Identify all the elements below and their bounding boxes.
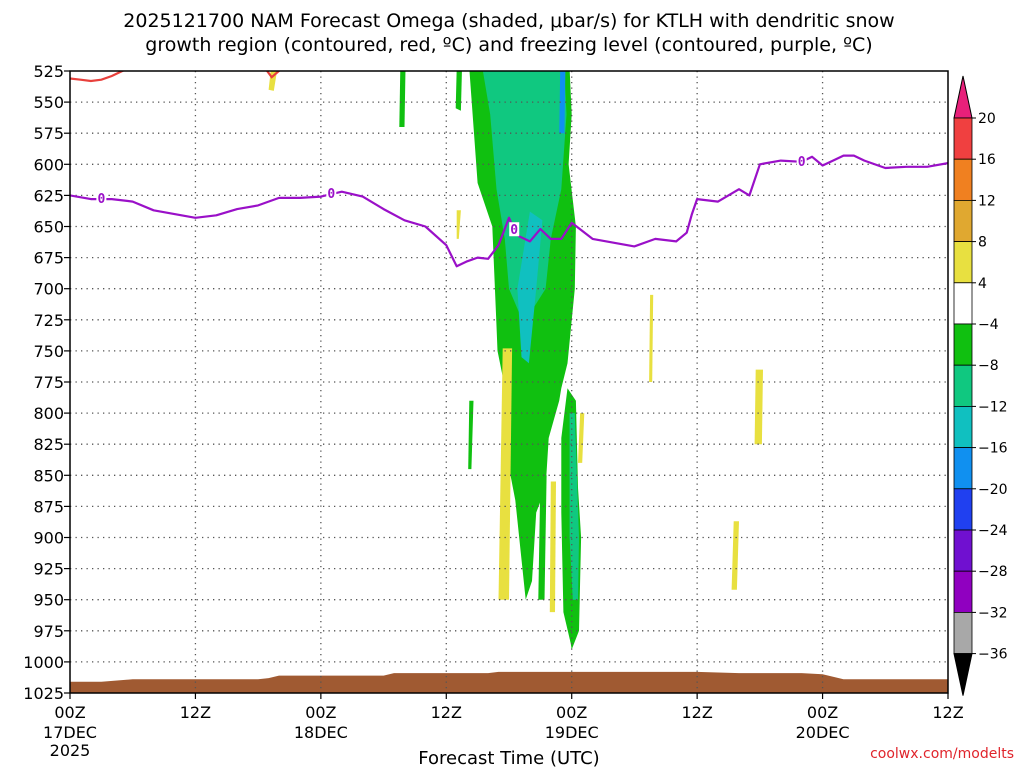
credit-text: coolwx.com/modelts — [870, 746, 1014, 762]
colorbar: 20 16 12 8 4 −4 −8 −12 −16 −20 −24 −28 −32 −36 — [953, 75, 1008, 696]
y-tick-label-1025: 1025 — [23, 684, 64, 703]
omega-region-12 — [498, 348, 513, 600]
omega-region-6 — [517, 211, 543, 364]
colorbar-bin-3 — [953, 241, 973, 284]
dgz-contour-0 — [70, 71, 125, 83]
y-tick-label-650: 650 — [33, 218, 64, 237]
colorbar-label-8: −16 — [978, 441, 1008, 457]
y-tick-label-900: 900 — [33, 529, 64, 548]
y-tick-label-750: 750 — [33, 342, 64, 361]
omega-region-17 — [731, 521, 739, 590]
omega-region-11 — [468, 400, 474, 470]
y-tick-label-700: 700 — [33, 280, 64, 299]
chart-title-line2: growth region (contoured, red, ºC) and f… — [145, 34, 872, 56]
colorbar-bin-1 — [953, 158, 973, 201]
colorbar-label-5: −4 — [978, 317, 999, 333]
y-tick-label-600: 600 — [33, 155, 64, 174]
y-tick-label-975: 975 — [33, 622, 64, 641]
freezing-label-2: 0 — [510, 223, 518, 238]
freezing-label-bg-1 — [326, 186, 337, 201]
y-tick-label-800: 800 — [33, 404, 64, 423]
x-tick-label-0: 00Z — [54, 703, 85, 722]
x-tick-year-0: 2025 — [50, 741, 91, 760]
y-tick-label-950: 950 — [33, 591, 64, 610]
colorbar-label-11: −28 — [978, 564, 1008, 580]
omega-region-2 — [455, 71, 462, 111]
colorbar-bin-10 — [953, 529, 973, 572]
y-tick-label-875: 875 — [33, 497, 64, 516]
colorbar-label-1: 16 — [978, 152, 996, 168]
y-tick-label-850: 850 — [33, 466, 64, 485]
x-tick-label-6: 00Z — [807, 703, 838, 722]
omega-region-10 — [538, 475, 547, 600]
omega-region-3 — [456, 210, 461, 239]
omega-region-5 — [482, 71, 567, 314]
y-tick-label-725: 725 — [33, 311, 64, 330]
freezing-label-1: 0 — [327, 187, 335, 202]
freezing-label-bg-3 — [796, 153, 807, 168]
y-tick-label-925: 925 — [33, 560, 64, 579]
colorbar-bin-6 — [953, 364, 973, 407]
y-tick-label-550: 550 — [33, 93, 64, 112]
colorbar-label-7: −12 — [978, 399, 1008, 415]
colorbar-bin-4 — [953, 282, 973, 325]
y-tick-label-825: 825 — [33, 435, 64, 454]
y-tick-label-625: 625 — [33, 186, 64, 205]
x-tick-label-3: 12Z — [431, 703, 462, 722]
freezing-label-bg-2 — [509, 222, 520, 237]
colorbar-bin-0 — [953, 117, 973, 160]
dgz-contour-1 — [170, 64, 199, 69]
x-tick-date-2: 18DEC — [294, 723, 348, 742]
dgz-contour-2 — [257, 71, 281, 79]
x-tick-label-2: 00Z — [305, 703, 336, 722]
x-axis-label: Forecast Time (UTC) — [418, 748, 599, 768]
colorbar-bin-5 — [953, 323, 973, 366]
freezing-label-0: 0 — [97, 192, 105, 207]
colorbar-label-0: 20 — [978, 111, 996, 127]
omega-region-16 — [754, 369, 763, 445]
freezing-label-3: 0 — [798, 155, 806, 170]
colorbar-label-3: 8 — [978, 235, 987, 251]
colorbar-label-6: −8 — [978, 358, 999, 374]
y-tick-label-675: 675 — [33, 249, 64, 268]
y-tick-label-525: 525 — [33, 62, 64, 81]
y-tick-label-575: 575 — [33, 124, 64, 143]
x-tick-date-0: 17DEC — [43, 723, 97, 742]
terrain-ground — [70, 671, 948, 693]
omega-region-9 — [569, 413, 579, 600]
colorbar-bin-8 — [953, 447, 973, 490]
x-tick-date-4: 19DEC — [545, 723, 599, 742]
x-tick-date-6: 20DEC — [796, 723, 850, 742]
omega-region-1 — [399, 71, 406, 127]
freezing-level-line — [70, 154, 948, 268]
colorbar-label-4: 4 — [978, 276, 987, 292]
omega-region-13 — [549, 481, 556, 613]
omega-region-15 — [649, 294, 654, 382]
omega-region-14 — [578, 413, 585, 463]
chart-title-line1: 2025121700 NAM Forecast Omega (shaded, μ… — [123, 10, 894, 32]
colorbar-label-9: −20 — [978, 482, 1008, 498]
plot-area: 0 0 0 0 525 550 575 600 625 650 675 700 725 750 775 800… — [23, 62, 963, 760]
y-tick-label-775: 775 — [33, 373, 64, 392]
colorbar-top-arrow — [953, 75, 973, 119]
colorbar-bottom-arrow — [953, 653, 973, 696]
colorbar-label-13: −36 — [978, 647, 1008, 663]
omega-region-7 — [559, 71, 566, 134]
colorbar-label-12: −32 — [978, 605, 1008, 621]
y-tick-label-1000: 1000 — [23, 653, 64, 672]
colorbar-bin-9 — [953, 488, 973, 531]
colorbar-bin-12 — [953, 612, 973, 655]
colorbar-bin-2 — [953, 199, 973, 242]
x-tick-label-1: 12Z — [180, 703, 211, 722]
x-tick-label-4: 00Z — [556, 703, 587, 722]
colorbar-label-10: −24 — [978, 523, 1008, 539]
colorbar-bin-7 — [953, 405, 973, 448]
colorbar-bin-11 — [953, 570, 973, 613]
freezing-label-bg-0 — [96, 191, 107, 206]
colorbar-label-2: 12 — [978, 193, 996, 209]
plot-inner: 0 0 0 0 — [70, 64, 948, 693]
x-tick-label-7: 12Z — [932, 703, 963, 722]
x-tick-label-5: 12Z — [681, 703, 712, 722]
